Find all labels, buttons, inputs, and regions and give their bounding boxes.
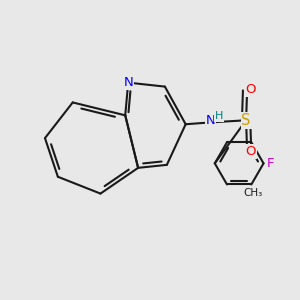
Text: N: N	[123, 76, 133, 89]
Text: S: S	[242, 113, 251, 128]
Text: H: H	[215, 111, 223, 121]
Text: O: O	[245, 145, 256, 158]
Text: CH₃: CH₃	[243, 188, 262, 198]
Text: F: F	[267, 157, 275, 170]
Text: O: O	[245, 83, 256, 97]
Text: N: N	[206, 114, 216, 127]
